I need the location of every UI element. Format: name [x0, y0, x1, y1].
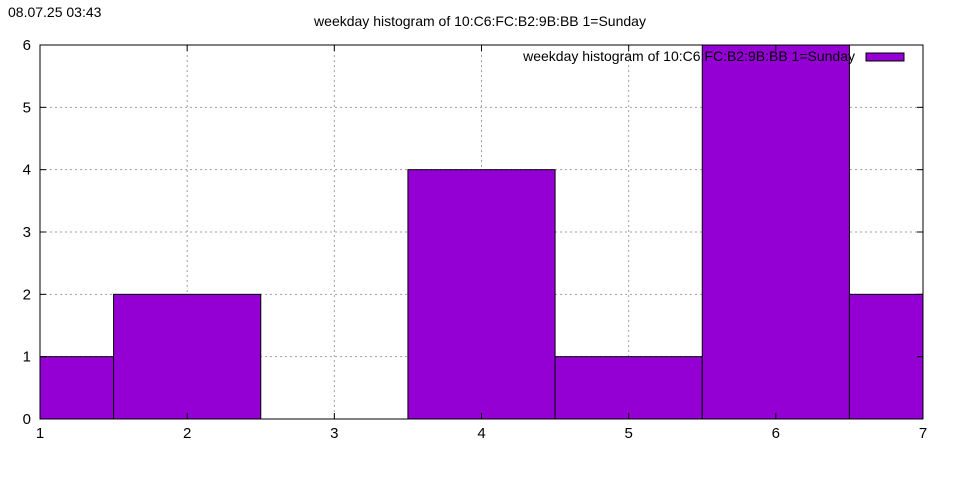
y-tick-label: 0	[23, 411, 31, 428]
histogram-bar	[848, 293, 924, 420]
histogram-bar	[701, 44, 850, 420]
y-tick-label: 3	[23, 224, 31, 241]
legend-swatch	[865, 52, 905, 62]
y-tick-label: 5	[23, 99, 31, 116]
legend: weekday histogram of 10:C6:FC:B2:9B:BB 1…	[522, 48, 905, 64]
histogram-bar	[39, 356, 115, 420]
y-tick-label: 4	[23, 162, 31, 179]
x-tick-label: 2	[183, 425, 191, 442]
timestamp: 08.07.25 03:43	[8, 4, 102, 20]
histogram-bar	[554, 356, 703, 420]
bars-layer	[39, 44, 924, 420]
x-tick-label: 7	[919, 425, 927, 442]
chart-title: weekday histogram of 10:C6:FC:B2:9B:BB 1…	[313, 13, 646, 29]
y-tick-label: 6	[23, 37, 31, 54]
x-tick-label: 4	[477, 425, 485, 442]
x-tick-label: 6	[772, 425, 780, 442]
x-tick-label: 3	[330, 425, 338, 442]
histogram-bar	[113, 293, 262, 420]
x-tick-label: 5	[624, 425, 632, 442]
y-tick-label: 1	[23, 349, 31, 366]
plot-border	[39, 44, 924, 420]
x-tick-label: 1	[36, 425, 44, 442]
legend-label: weekday histogram of 10:C6:FC:B2:9B:BB 1…	[522, 48, 855, 64]
histogram-bar	[407, 169, 556, 420]
y-tick-label: 2	[23, 286, 31, 303]
